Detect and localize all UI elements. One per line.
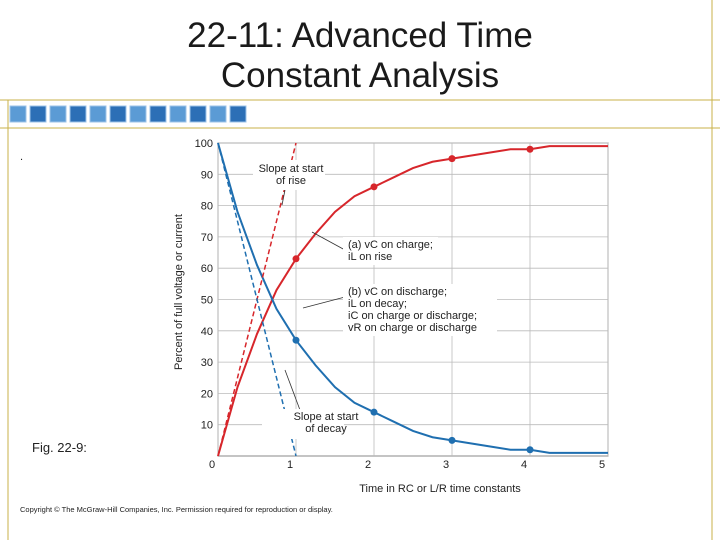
annotation-arrow [302,296,346,309]
y-tick-label: 50 [201,295,213,307]
marker [370,408,378,416]
annotation-box [253,160,325,190]
y-tick-label: 80 [201,201,213,213]
bullet: . [20,151,23,163]
y-tick-label: 20 [201,388,213,400]
annotation: iC on charge or discharge; [348,310,477,322]
copyright: Copyright © The McGraw-Hill Companies, I… [20,505,333,514]
square [229,105,247,123]
square [149,105,167,123]
square [169,105,187,123]
annotation-arrow [284,369,301,411]
annotation: iL on rise [348,251,392,263]
marker [370,183,378,191]
annotation-box [343,237,438,265]
annotation-arrow [281,189,286,206]
square [109,105,127,123]
title: 22-11: Advanced Time Constant Analysis [187,16,533,95]
curve [217,145,608,457]
square [49,105,67,123]
annotation-box [343,284,497,336]
y-axis-label: Percent of full voltage or current [173,214,185,370]
marker [292,336,300,344]
annotation: (b) vC on discharge; [348,286,447,298]
square [89,105,107,123]
tangent-line [217,142,297,457]
x-axis-label: Time in RC or L/R time constants [359,483,521,495]
square [189,105,207,123]
x-tick-label: 0 [209,459,215,471]
square [69,105,87,123]
curve [217,142,608,454]
square [129,105,147,123]
caption: Fig. 22-9: [32,440,87,455]
y-tick-label: 90 [201,169,213,181]
annotation: of rise [276,175,306,187]
x-tick-label: 5 [599,459,605,471]
annotation: of decay [305,423,347,435]
decoration [9,105,247,123]
annotation-box [262,409,344,439]
x-tick-label: 1 [287,459,293,471]
marker [292,255,300,263]
annotation: Slope at start [294,411,359,423]
x-tick-label: 3 [443,459,449,471]
square [29,105,47,123]
marker [448,155,456,163]
y-tick-label: 100 [195,138,213,150]
marker [448,436,456,444]
y-tick-label: 40 [201,326,213,338]
square [209,105,227,123]
annotation: Slope at start [259,163,324,175]
annotation: iL on decay; [348,298,407,310]
x-tick-label: 4 [521,459,527,471]
marker [526,446,534,454]
annotation-arrow [311,231,346,251]
annotation: (a) vC on charge; [348,239,433,251]
annotation: vR on charge or discharge [348,322,477,334]
x-tick-label: 2 [365,459,371,471]
y-tick-label: 30 [201,357,213,369]
marker [526,145,534,153]
y-tick-label: 10 [201,420,213,432]
square [9,105,27,123]
y-tick-label: 60 [201,263,213,275]
y-tick-label: 70 [201,232,213,244]
